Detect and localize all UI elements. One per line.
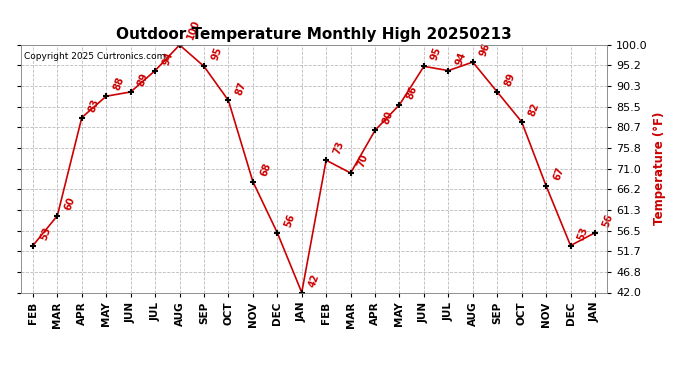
Text: 56: 56: [283, 213, 297, 229]
Text: 83: 83: [88, 97, 101, 113]
Text: Copyright 2025 Curtronics.com: Copyright 2025 Curtronics.com: [23, 53, 165, 62]
Text: 95: 95: [429, 46, 444, 62]
Text: 86: 86: [405, 84, 419, 100]
Text: 100: 100: [185, 18, 201, 41]
Text: 94: 94: [454, 50, 468, 66]
Text: 60: 60: [63, 195, 77, 211]
Text: 67: 67: [552, 165, 566, 182]
Text: 87: 87: [234, 80, 248, 96]
Text: 53: 53: [576, 225, 590, 242]
Text: 95: 95: [210, 46, 224, 62]
Text: 70: 70: [356, 153, 370, 169]
Y-axis label: Temperature (°F): Temperature (°F): [653, 112, 667, 225]
Text: 80: 80: [381, 110, 395, 126]
Text: 73: 73: [332, 140, 346, 156]
Text: 89: 89: [136, 72, 150, 88]
Text: 68: 68: [259, 161, 273, 177]
Text: 94: 94: [161, 50, 175, 66]
Text: 53: 53: [39, 225, 52, 242]
Text: 96: 96: [478, 42, 493, 58]
Text: 89: 89: [503, 72, 517, 88]
Text: 56: 56: [600, 213, 615, 229]
Text: 82: 82: [527, 101, 541, 118]
Title: Outdoor Temperature Monthly High 20250213: Outdoor Temperature Monthly High 2025021…: [116, 27, 512, 42]
Text: 42: 42: [307, 272, 322, 288]
Text: 88: 88: [112, 76, 126, 92]
